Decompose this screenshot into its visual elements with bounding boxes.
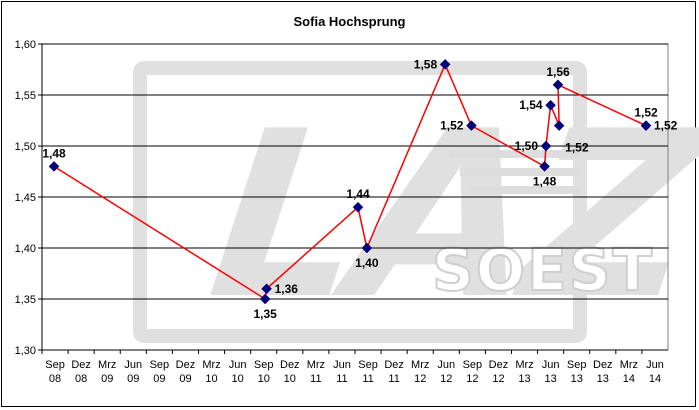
x-axis: Sep 08 Dez 08 Mrz 09 Jun 09 Sep 09 Dez 09 Mrz 10 Jun 10… [41, 349, 668, 385]
data-point-marker [261, 283, 272, 295]
chart-title: Sofia Hochsprung [293, 14, 406, 29]
x-tick-label-month: Dez [71, 359, 91, 371]
x-tick-label-year: 08 [75, 373, 87, 385]
watermark-stripe [460, 168, 580, 176]
y-tick-label: 1,45 [15, 192, 36, 204]
data-label: 1,40 [355, 256, 379, 270]
y-tick-label: 1,55 [15, 90, 36, 102]
data-label: 1,52 [565, 141, 589, 155]
data-point-marker [552, 79, 564, 91]
x-tick-label-month: Mrz [202, 359, 220, 371]
watermark-stripe [470, 186, 580, 194]
x-tick-label-month: Mrz [620, 359, 638, 371]
data-point-marker [540, 140, 552, 152]
x-tick-label-month: Jun [646, 359, 664, 371]
y-tick-label: 1,35 [15, 294, 36, 306]
x-tick-label-year: 09 [153, 373, 165, 385]
x-tick-label-year: 11 [310, 373, 321, 385]
x-tick-label-month: Jun [333, 359, 351, 371]
x-tick-label-month: Jun [437, 359, 455, 371]
x-tick-label-year: 14 [623, 373, 635, 385]
y-axis: 1,30 1,35 1,40 1,45 1,50 1,55 1,60 [15, 39, 43, 357]
data-label: 1,56 [546, 65, 570, 79]
x-tick-label-month: Sep [45, 359, 65, 371]
data-label: 1,58 [414, 57, 438, 71]
x-tick-label-month: Dez [489, 359, 509, 371]
x-tick-label-month: Jun [229, 359, 247, 371]
y-tick-label: 1,60 [15, 39, 36, 51]
data-point-marker [259, 293, 271, 305]
data-point-marker [545, 99, 556, 111]
x-tick-label-year: 10 [205, 373, 217, 385]
data-labels-group: 1,48 1,35 1,36 1,44 1,40 1,58 1,52 1,48 1,50 1,54… [42, 57, 677, 321]
x-tick-label-year: 09 [101, 373, 113, 385]
x-tick-label-month: Dez [384, 359, 404, 371]
watermark-stripe [450, 150, 580, 158]
x-tick-label-month: Dez [593, 359, 613, 371]
data-point-marker [553, 120, 565, 131]
x-tick-label-year: 13 [597, 373, 609, 385]
x-tick-label-year: 10 [258, 373, 270, 385]
data-label: 1,52 [634, 106, 658, 120]
x-tick-label-month: Dez [280, 359, 300, 371]
x-tick-label-year: 12 [414, 373, 426, 385]
x-tick-label-month: Sep [358, 359, 378, 371]
x-tick-label-month: Dez [176, 359, 196, 371]
x-tick-label-year: 12 [492, 373, 504, 385]
x-tick-label-year: 09 [179, 373, 191, 385]
x-tick-label-year: 13 [545, 373, 557, 385]
data-point-marker [439, 59, 451, 70]
data-label: 1,54 [519, 98, 543, 112]
data-point-marker [466, 120, 477, 131]
x-tick-label-year: 13 [571, 373, 583, 385]
watermark-logo: LAZ SOEST [133, 61, 699, 350]
data-label: 1,50 [515, 139, 539, 153]
data-point-marker [539, 161, 550, 172]
data-point-marker [361, 242, 373, 254]
x-tick-label-year: 10 [232, 373, 244, 385]
x-tick-label-year: 11 [388, 373, 399, 385]
data-point-marker [48, 161, 60, 172]
data-label: 1,52 [440, 119, 464, 133]
watermark-big-text: LAZ [171, 82, 699, 350]
x-tick-label-year: 13 [518, 373, 530, 385]
x-tick-label-month: Sep [254, 359, 274, 371]
x-tick-label-year: 09 [127, 373, 139, 385]
data-point-marker [640, 120, 652, 131]
data-label: 1,44 [346, 187, 370, 201]
x-tick-label-month: Sep [463, 359, 483, 371]
x-tick-label-month: Mrz [411, 359, 429, 371]
x-tick-label-month: Sep [567, 359, 587, 371]
x-tick-label-month: Sep [150, 359, 170, 371]
x-tick-label-year: 14 [649, 373, 661, 385]
x-tick-label-month: Mrz [98, 359, 116, 371]
data-point-marker [352, 201, 364, 213]
x-tick-label-month: Jun [124, 359, 142, 371]
x-tick-label-month: Mrz [515, 359, 533, 371]
data-label: 1,36 [275, 282, 299, 296]
data-label: 1,52 [654, 119, 678, 133]
x-tick-label-year: 12 [466, 373, 478, 385]
y-tick-label: 1,40 [15, 243, 36, 255]
data-label: 1,35 [253, 307, 277, 321]
x-tick-label-month: Mrz [307, 359, 325, 371]
y-tick-label: 1,50 [15, 141, 36, 153]
x-tick-label-year: 11 [336, 373, 347, 385]
gridlines [42, 43, 668, 300]
data-label: 1,48 [42, 146, 66, 160]
x-tick-label-month: Jun [542, 359, 560, 371]
watermark-border [133, 61, 587, 343]
x-tick-label-year: 10 [284, 373, 296, 385]
x-tick-label-year: 11 [362, 373, 373, 385]
series-group [48, 59, 652, 305]
watermark-sub-text: SOEST [432, 236, 654, 304]
x-tick-label-year: 12 [440, 373, 452, 385]
y-tick-label: 1,30 [15, 345, 36, 357]
x-tick-label-year: 08 [49, 373, 61, 385]
data-label: 1,48 [533, 174, 557, 188]
